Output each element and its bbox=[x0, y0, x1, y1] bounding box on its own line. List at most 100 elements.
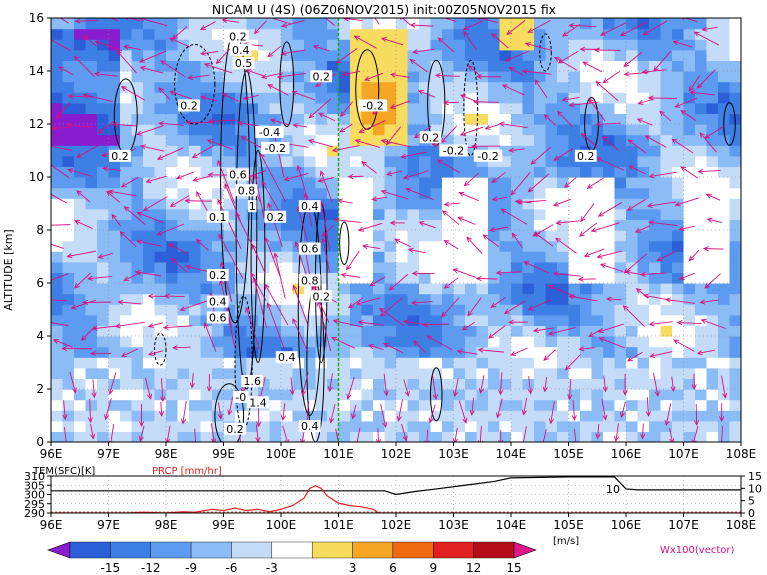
wind-vector-head bbox=[680, 109, 687, 116]
wind-vector-head bbox=[52, 338, 59, 344]
gridlines bbox=[51, 18, 741, 442]
wind-vector bbox=[51, 193, 67, 204]
wind-vector bbox=[200, 21, 216, 30]
wind-vector bbox=[74, 272, 91, 289]
field-cell bbox=[166, 102, 179, 114]
wind-vector-head bbox=[501, 84, 508, 90]
field-cell bbox=[51, 367, 64, 379]
wind-vector-head bbox=[340, 272, 347, 278]
field-cell bbox=[649, 346, 662, 358]
field-cell bbox=[453, 240, 466, 252]
field-cell bbox=[626, 251, 639, 263]
field-cell bbox=[338, 39, 351, 51]
field-cell bbox=[350, 378, 363, 390]
field-cell bbox=[442, 166, 455, 178]
field-cell bbox=[327, 177, 340, 189]
field-cell bbox=[304, 389, 317, 401]
wind-vector-head bbox=[428, 417, 434, 424]
wind-vector-head bbox=[527, 28, 534, 33]
field-cell bbox=[258, 60, 271, 72]
wind-vector-head bbox=[396, 415, 402, 422]
field-cell bbox=[407, 410, 420, 422]
field-cell bbox=[396, 230, 409, 242]
wind-vector-head bbox=[267, 51, 274, 58]
field-cell bbox=[74, 102, 87, 114]
field-cell bbox=[281, 81, 294, 93]
field-cell bbox=[373, 155, 386, 167]
wind-vector-head bbox=[303, 192, 309, 199]
field-cell bbox=[683, 219, 696, 231]
field-cell bbox=[373, 420, 386, 432]
field-cell bbox=[74, 208, 87, 220]
wind-vector bbox=[599, 337, 626, 349]
field-cell bbox=[373, 39, 386, 51]
field-cell bbox=[522, 134, 535, 146]
field-cell bbox=[672, 28, 685, 40]
field-cell bbox=[718, 431, 731, 442]
wind-vector-head bbox=[207, 172, 214, 178]
field-cell bbox=[51, 113, 64, 125]
field-cell bbox=[120, 431, 133, 442]
field-cell bbox=[62, 145, 75, 157]
field-cell bbox=[177, 325, 190, 337]
wind-vector bbox=[329, 373, 333, 392]
field-cell bbox=[269, 378, 282, 390]
x-tick-label: 104E bbox=[496, 447, 527, 461]
field-cell bbox=[580, 272, 593, 284]
field-cell bbox=[511, 113, 524, 125]
colorbar-segment bbox=[271, 541, 313, 559]
field-cell bbox=[706, 81, 719, 93]
field-cell bbox=[189, 293, 202, 305]
wind-vector-head bbox=[443, 100, 449, 106]
field-cell bbox=[292, 39, 305, 51]
wind-vector-head bbox=[107, 189, 114, 195]
field-cell bbox=[660, 219, 673, 231]
field-cell bbox=[522, 28, 535, 40]
field-cell bbox=[235, 431, 248, 442]
field-cell bbox=[235, 155, 248, 167]
wind-vector bbox=[51, 127, 69, 129]
field-cell bbox=[396, 92, 409, 104]
wind-vector-head bbox=[484, 124, 491, 130]
field-cell bbox=[706, 399, 719, 411]
field-cell bbox=[683, 155, 696, 167]
field-cell bbox=[108, 346, 121, 358]
field-cell bbox=[51, 208, 64, 220]
wind-vector-head bbox=[61, 346, 68, 352]
field-cell bbox=[488, 113, 501, 125]
field-cell bbox=[246, 155, 259, 167]
wind-vector-head bbox=[217, 413, 223, 420]
wind-vector-head bbox=[562, 31, 568, 37]
field-cell bbox=[683, 261, 696, 273]
field-cell bbox=[407, 261, 420, 273]
wind-vector-head bbox=[426, 335, 433, 341]
wind-vector bbox=[555, 237, 577, 254]
field-cell bbox=[200, 81, 213, 93]
contour-label-bg bbox=[298, 420, 321, 433]
field-cell bbox=[430, 261, 443, 273]
field-cell bbox=[292, 18, 305, 30]
field-cell bbox=[350, 208, 363, 220]
field-cell bbox=[603, 314, 616, 326]
wind-vector bbox=[140, 66, 164, 74]
field-cell bbox=[108, 81, 121, 93]
field-cell bbox=[258, 420, 271, 432]
field-cell bbox=[350, 251, 363, 263]
field-cell bbox=[476, 283, 489, 295]
field-cell bbox=[200, 325, 213, 337]
field-cell bbox=[338, 60, 351, 72]
field-cell bbox=[465, 18, 478, 30]
contour-label: 0.2 bbox=[313, 290, 331, 303]
field-cell bbox=[315, 346, 328, 358]
field-cell bbox=[338, 166, 351, 178]
contour-label-bg bbox=[473, 149, 503, 162]
field-cell bbox=[235, 367, 248, 379]
wind-vector bbox=[265, 238, 281, 277]
field-cell bbox=[361, 325, 374, 337]
wind-vector bbox=[697, 69, 716, 89]
wind-vector-head bbox=[245, 68, 252, 74]
field-cell bbox=[258, 283, 271, 295]
field-cell bbox=[626, 399, 639, 411]
field-cell bbox=[568, 18, 581, 30]
wind-vector-head bbox=[571, 415, 577, 421]
